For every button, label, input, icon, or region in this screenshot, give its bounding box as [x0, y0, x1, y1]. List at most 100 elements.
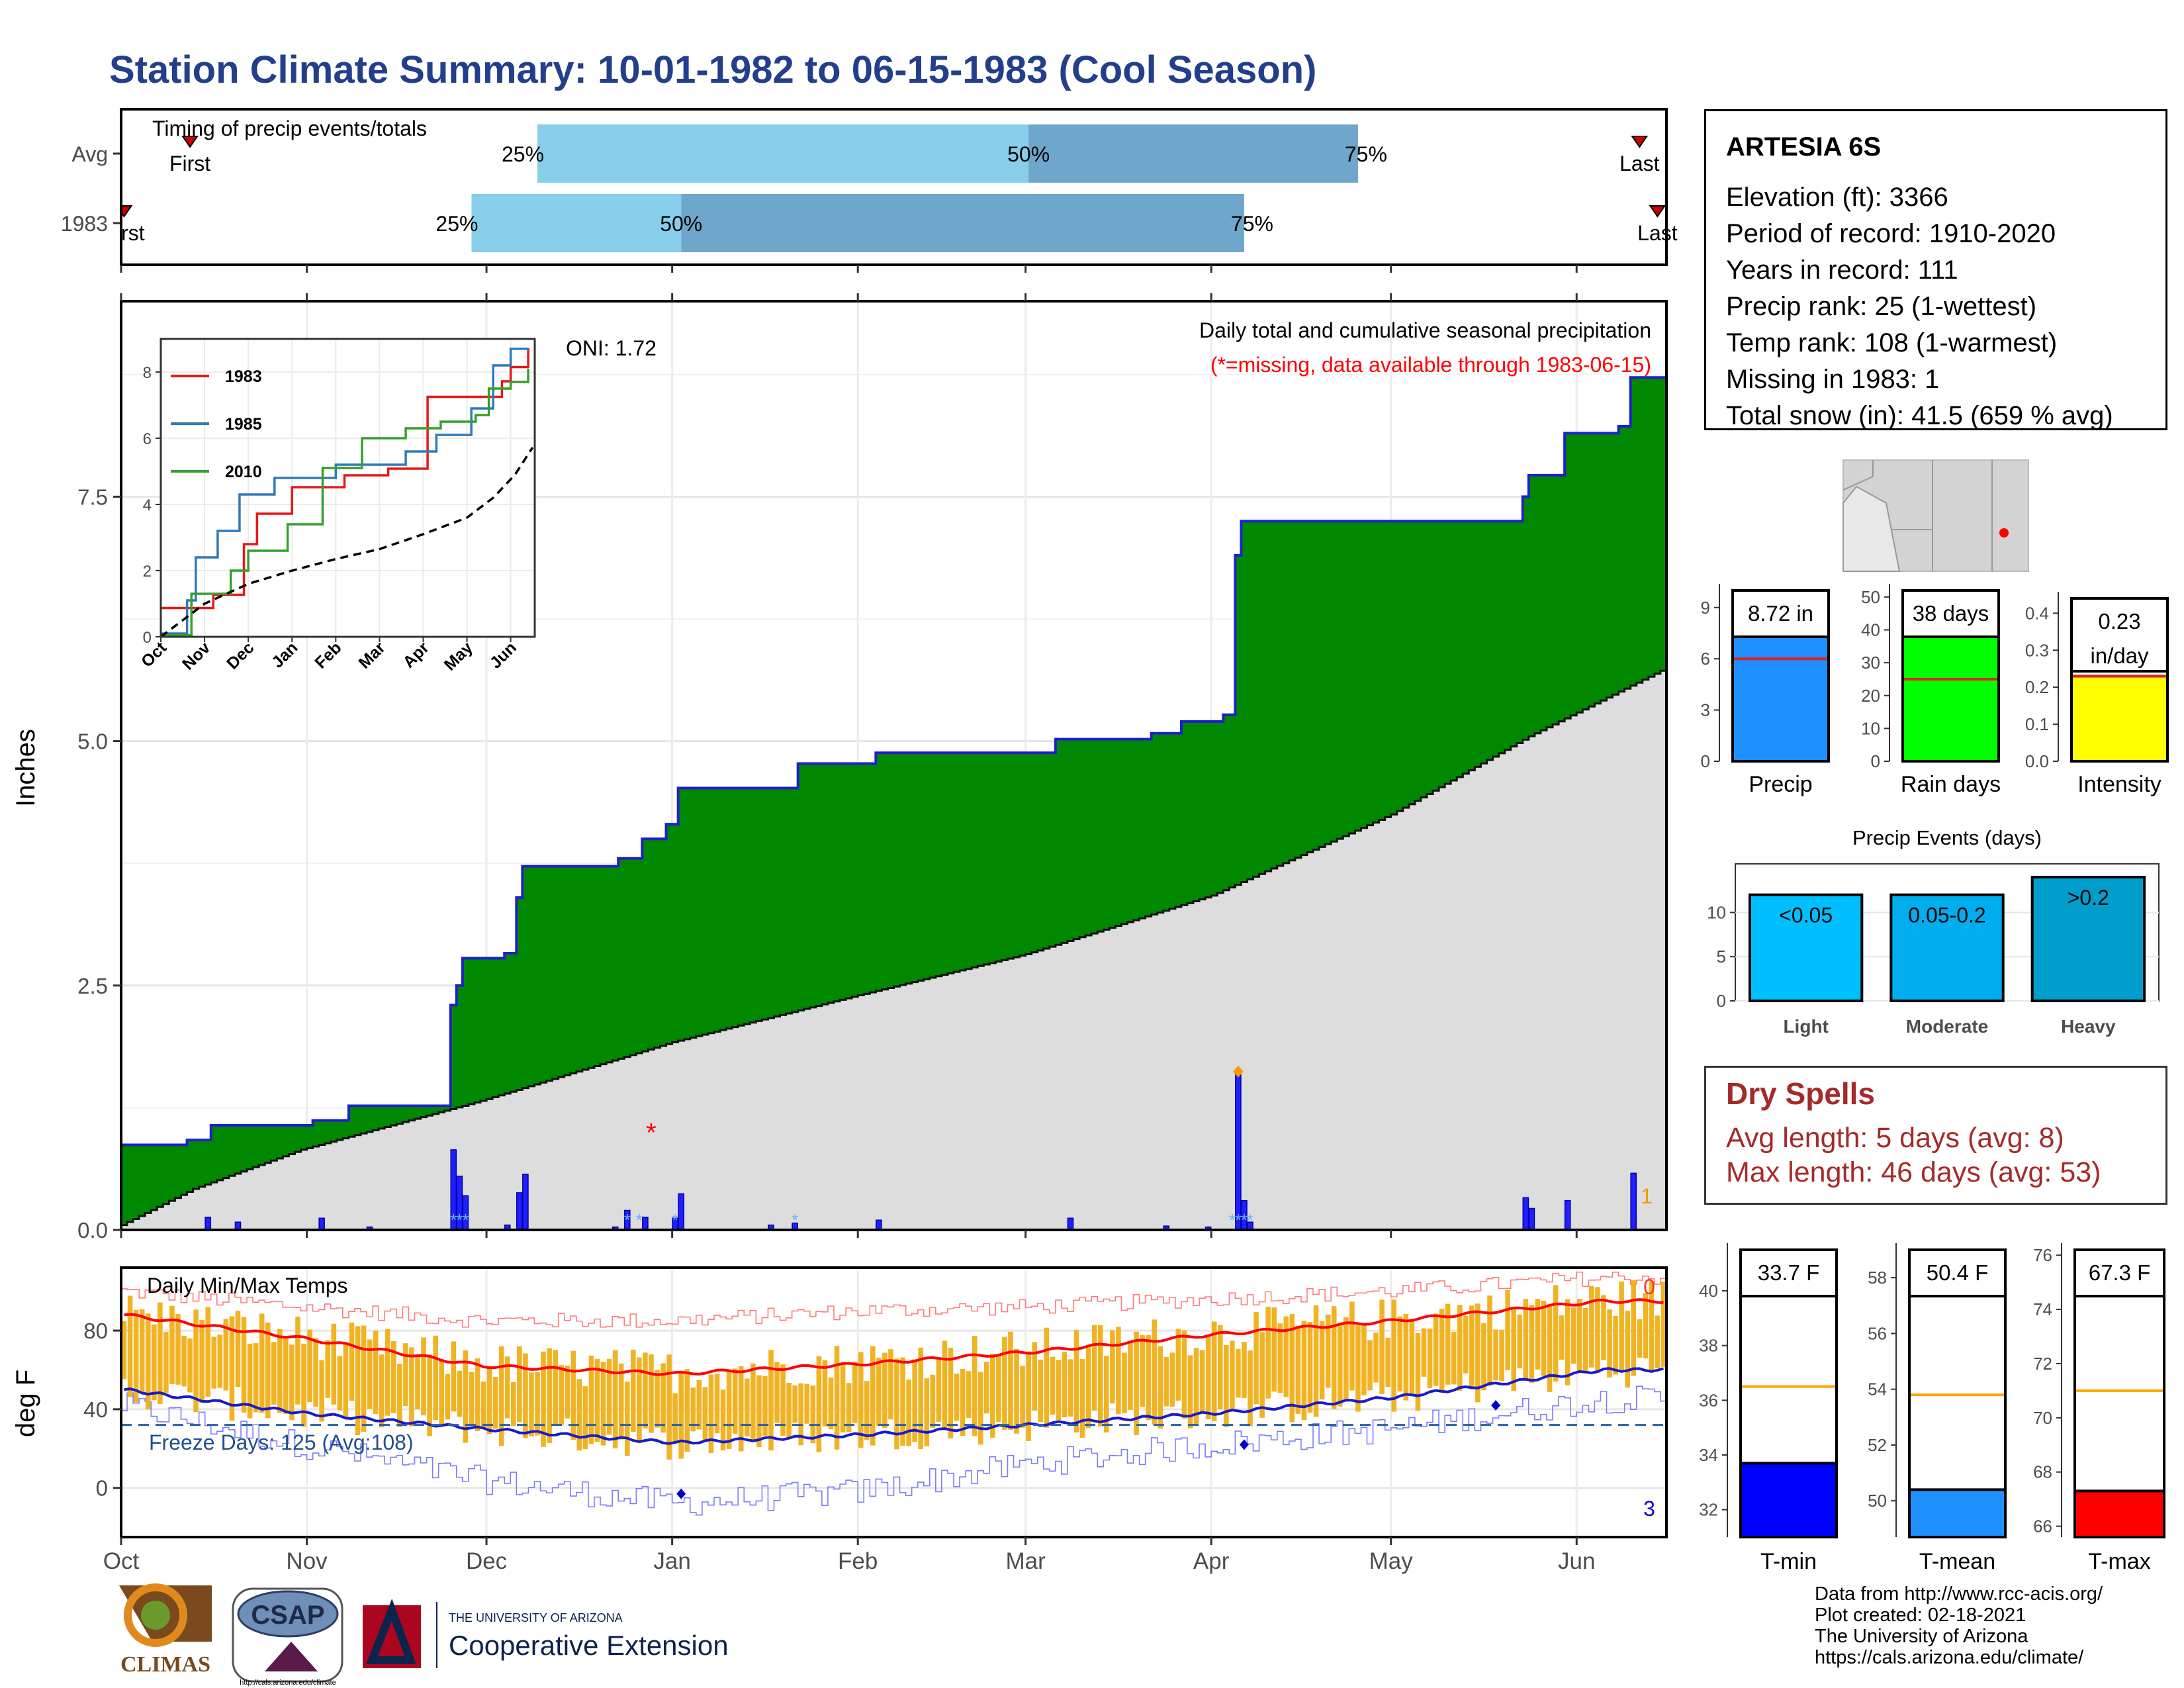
- climatology-area: [618, 1058, 625, 1230]
- daily-temp-bar: [1038, 1359, 1044, 1423]
- daily-temp-bar: [307, 1329, 312, 1403]
- cumulative-difference-fill: [960, 753, 966, 970]
- climatology-area: [756, 1021, 762, 1230]
- cumulative-difference-fill: [145, 1145, 152, 1213]
- cumulative-difference-fill: [966, 753, 972, 969]
- inset-ytick-label-1: 2: [143, 563, 152, 581]
- inset-legend-label-1985: 1985: [225, 415, 262, 434]
- daily-temp-bar: [445, 1374, 451, 1420]
- cumulative-difference-fill: [1139, 739, 1146, 919]
- climatology-area: [774, 1016, 781, 1230]
- precip-events-bar-light: [1749, 893, 1864, 1003]
- cumulative-difference-fill: [444, 1105, 451, 1111]
- ua-logo-big-text: Cooperative Extension: [449, 1630, 729, 1661]
- cumulative-difference-fill: [1414, 521, 1422, 801]
- cumulative-difference-fill: [1582, 433, 1589, 710]
- climatology-area: [241, 1171, 248, 1230]
- daily-temp-bar: [480, 1382, 486, 1429]
- climatology-area: [402, 1122, 410, 1230]
- station-years: Years in record: 111: [1726, 256, 1958, 285]
- cumulative-difference-fill: [318, 1120, 326, 1145]
- climatology-area: [1565, 718, 1571, 1230]
- summary-tmean-ytick-label-3: 56: [1868, 1323, 1887, 1343]
- cumulative-difference-fill: [1439, 521, 1445, 788]
- cumulative-difference-fill: [756, 788, 762, 1021]
- cumulative-difference-fill: [809, 763, 817, 1008]
- daily-temp-bar: [223, 1319, 229, 1391]
- climatology-area: [1492, 757, 1500, 1230]
- cumulative-difference-fill: [468, 958, 475, 1104]
- daily-temp-bar: [1655, 1315, 1661, 1369]
- daily-temp-bar: [894, 1358, 899, 1450]
- daily-temp-bar: [906, 1379, 911, 1446]
- daily-temp-bar: [1625, 1311, 1630, 1388]
- daily-temp-bar: [1595, 1287, 1600, 1373]
- cumulative-difference-fill: [504, 953, 511, 1094]
- daily-temp-bar: [1601, 1295, 1606, 1360]
- summary-tmax-ytick-label-4: 74: [2033, 1299, 2052, 1319]
- climatology-area: [707, 1033, 715, 1230]
- daily-temp-bar: [1433, 1313, 1439, 1386]
- cumulative-difference-fill: [295, 1125, 302, 1152]
- daily-temp-bar: [1193, 1348, 1199, 1426]
- cumulative-difference-fill: [1630, 377, 1637, 686]
- climatology-area: [917, 980, 925, 1230]
- cumulative-difference-fill: [768, 788, 775, 1018]
- cumulative-difference-fill: [570, 866, 577, 1074]
- climatology-area: [966, 968, 972, 1230]
- climatology-area: [1283, 863, 1290, 1230]
- cumulative-difference-fill: [893, 753, 901, 987]
- cumulative-difference-fill: [1349, 521, 1355, 833]
- climatology-area: [277, 1158, 283, 1230]
- climatology-area: [289, 1154, 296, 1230]
- cumulative-difference-fill: [941, 753, 948, 975]
- climatology-area: [385, 1127, 391, 1230]
- climatology-area: [797, 1010, 805, 1230]
- cumulative-difference-fill: [133, 1145, 140, 1219]
- climatology-area: [1121, 923, 1128, 1230]
- climatology-area: [300, 1149, 308, 1230]
- daily-temp-bar: [1619, 1281, 1624, 1370]
- cumulative-difference-fill: [1271, 521, 1278, 869]
- daily-temp-bar: [289, 1344, 295, 1421]
- cumulative-difference-fill: [367, 1105, 373, 1132]
- daily-temp-bar: [158, 1302, 163, 1404]
- station-temp-rank: Temp rank: 108 (1-warmest): [1726, 328, 2058, 357]
- cumulative-difference-fill: [486, 958, 493, 1100]
- cumulative-difference-fill: [1007, 753, 1015, 959]
- cumulative-difference-fill: [864, 763, 870, 994]
- temp-ylabel: deg F: [11, 1370, 40, 1437]
- cumulative-difference-fill: [630, 858, 637, 1055]
- precip-frame: [120, 300, 1668, 1231]
- climatology-area: [684, 1039, 691, 1230]
- summary-tmin-value-label: 33.7 F: [1758, 1260, 1820, 1285]
- daily-temp-bar: [1253, 1312, 1259, 1405]
- daily-temp-bar: [960, 1368, 966, 1436]
- daily-temp-bar: [265, 1322, 271, 1419]
- climatology-area: [265, 1162, 271, 1230]
- daily-temp-bar: [565, 1365, 570, 1419]
- cumulative-difference-fill: [726, 788, 733, 1029]
- climatology-area: [827, 1002, 835, 1230]
- credit-data-source: Data from http://www.rcc-acis.org/: [1815, 1583, 2103, 1605]
- summary-precip-ytick-label-1: 3: [1701, 700, 1710, 720]
- daily-temp-bar: [1014, 1348, 1019, 1434]
- daily-temp-bar: [325, 1340, 331, 1398]
- climatology-area: [205, 1184, 212, 1230]
- cumulative-difference-fill: [1331, 521, 1338, 842]
- cumulative-difference-fill: [1163, 733, 1170, 911]
- daily-temp-bar: [1583, 1307, 1588, 1372]
- summary-intensity-outline: [2070, 597, 2169, 763]
- climatology-area: [858, 995, 864, 1230]
- climatology-area: [1445, 784, 1451, 1230]
- summary-tmin-outline: [1739, 1248, 1838, 1538]
- daily-temp-bar: [1056, 1360, 1062, 1421]
- timing-q75-label-1: 75%: [1231, 212, 1273, 236]
- precip-events-category-0: Light: [1783, 1016, 1828, 1037]
- trace-marker: *: [672, 1210, 678, 1230]
- timing-bar-q1-1: [471, 194, 682, 252]
- climatology-area: [1115, 925, 1122, 1230]
- cumulative-difference-fill: [1277, 521, 1284, 866]
- daily-temp-bar: [618, 1363, 624, 1440]
- climatology-area: [1457, 776, 1463, 1230]
